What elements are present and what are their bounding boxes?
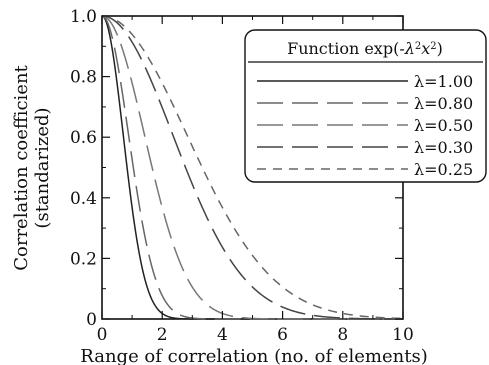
- x-tick-label: 4: [217, 325, 228, 345]
- y-tick-label: 0.2: [70, 249, 97, 269]
- x-tick-label: 2: [157, 325, 168, 345]
- legend: Function exp(-λ2x2) λ=1.00λ=0.80λ=0.50λ=…: [244, 29, 487, 183]
- y-tick-label: 1.0: [70, 7, 97, 27]
- y-axis-label-line1: Correlation coefficient: [11, 64, 32, 270]
- legend-label: λ=0.80: [414, 94, 473, 113]
- x-tick-label: 8: [337, 325, 348, 345]
- x-tick-label: 6: [277, 325, 288, 345]
- y-tick-label: 0.8: [70, 68, 97, 88]
- series-line-3: [101, 15, 403, 320]
- legend-entries: λ=1.00 λ=0.80 λ=0.50 λ=0.30 λ=0.25: [257, 72, 473, 179]
- y-tick-label: 0.4: [70, 189, 97, 209]
- y-axis-label-line2: (standarized): [32, 107, 53, 228]
- x-tick-label: 10: [392, 325, 414, 345]
- legend-label: λ=0.25: [414, 160, 473, 179]
- ticks-layer: 0 2 4 6 8 10 0 0.2 0.4 0.6 0.8 1.0: [70, 7, 414, 345]
- legend-title: Function exp(-λ2x2): [287, 39, 443, 58]
- y-tick-label: 0.6: [70, 128, 97, 148]
- y-axis-label-group-2: (standarized): [32, 107, 53, 228]
- x-axis-label: Range of correlation (no. of elements): [80, 346, 427, 365]
- legend-label: λ=0.30: [414, 138, 473, 157]
- legend-box: [244, 29, 487, 183]
- y-tick-label: 0: [86, 310, 97, 330]
- legend-label: λ=0.50: [414, 116, 473, 135]
- x-tick-label: 0: [97, 325, 108, 345]
- series-line-4: [101, 15, 404, 320]
- legend-label: λ=1.00: [414, 72, 473, 91]
- y-axis-label-group: Correlation coefficient: [11, 64, 32, 270]
